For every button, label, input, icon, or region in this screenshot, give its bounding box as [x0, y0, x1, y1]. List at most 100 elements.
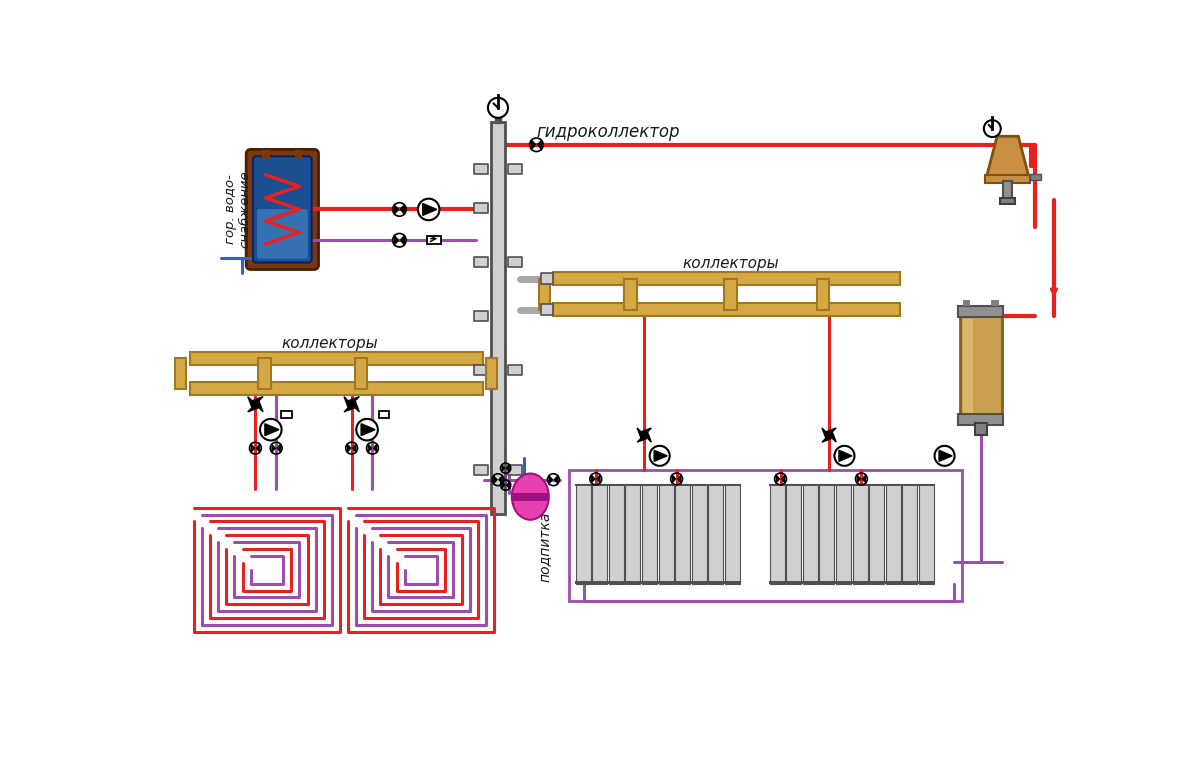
Bar [958, 414, 1003, 425]
Bar [769, 484, 785, 584]
Bar [258, 358, 271, 389]
Bar [553, 273, 900, 285]
Bar [508, 256, 522, 266]
Circle shape [935, 446, 954, 466]
Bar [803, 484, 818, 584]
Bar [190, 383, 482, 396]
Bar [991, 300, 998, 306]
Bar [491, 122, 505, 514]
Polygon shape [352, 401, 359, 412]
Polygon shape [394, 203, 404, 216]
Bar [541, 304, 553, 315]
Bar [642, 484, 656, 584]
Bar [427, 236, 440, 244]
Ellipse shape [512, 474, 548, 520]
Bar [1031, 173, 1042, 179]
Polygon shape [344, 397, 352, 407]
Polygon shape [502, 464, 510, 473]
Bar [553, 303, 900, 316]
Polygon shape [548, 474, 558, 485]
Text: коллекторы: коллекторы [282, 336, 378, 351]
Polygon shape [361, 424, 376, 436]
Circle shape [488, 98, 508, 118]
Bar [624, 279, 636, 310]
Bar [355, 358, 367, 389]
Polygon shape [252, 397, 263, 404]
Bar [190, 351, 482, 364]
Polygon shape [347, 443, 356, 454]
Bar [474, 256, 488, 266]
Bar [512, 493, 548, 500]
Bar [593, 484, 607, 584]
Bar [1003, 181, 1013, 199]
Bar [474, 310, 488, 320]
Polygon shape [775, 474, 786, 484]
Polygon shape [530, 139, 542, 151]
Polygon shape [493, 474, 503, 485]
Circle shape [253, 402, 257, 407]
Bar [985, 175, 1031, 183]
Bar [474, 364, 488, 374]
FancyBboxPatch shape [257, 209, 307, 259]
Polygon shape [348, 397, 359, 404]
Bar [820, 484, 834, 584]
Bar [958, 306, 1003, 317]
Circle shape [349, 402, 354, 407]
Bar [474, 165, 488, 174]
Circle shape [356, 419, 378, 440]
Polygon shape [256, 401, 263, 412]
Polygon shape [247, 397, 256, 407]
Bar [263, 150, 270, 159]
Bar [708, 484, 724, 584]
Bar [817, 279, 829, 310]
Polygon shape [940, 450, 952, 461]
Bar [691, 484, 707, 584]
Polygon shape [502, 480, 510, 490]
Bar [974, 424, 986, 435]
Bar [786, 484, 802, 584]
Circle shape [418, 199, 439, 220]
Polygon shape [251, 443, 260, 454]
Bar [725, 279, 737, 310]
Polygon shape [826, 428, 836, 435]
Bar [960, 316, 1002, 416]
Bar [474, 203, 488, 213]
Bar [769, 581, 935, 584]
FancyBboxPatch shape [253, 156, 312, 263]
Bar [769, 484, 935, 486]
Polygon shape [822, 428, 829, 438]
Bar [625, 484, 641, 584]
Text: гор. водо-
снабжение: гор. водо- снабжение [223, 171, 252, 248]
Bar [725, 484, 739, 584]
Polygon shape [344, 404, 355, 412]
Bar [175, 358, 186, 389]
Bar [962, 300, 971, 306]
Bar [575, 581, 740, 584]
Polygon shape [422, 203, 437, 216]
Bar [539, 279, 550, 310]
Bar [281, 411, 292, 417]
Circle shape [260, 419, 282, 440]
Bar [676, 484, 690, 584]
Bar [508, 464, 522, 474]
Polygon shape [654, 450, 667, 461]
Bar [659, 484, 673, 584]
Bar [852, 484, 868, 584]
Polygon shape [641, 428, 652, 435]
Polygon shape [271, 443, 281, 454]
Circle shape [649, 446, 670, 466]
Circle shape [827, 433, 830, 437]
Circle shape [642, 433, 646, 437]
Bar [541, 273, 553, 284]
Bar [836, 484, 851, 584]
Text: подпитка: подпитка [538, 511, 551, 582]
Polygon shape [822, 435, 833, 442]
Bar [576, 484, 590, 584]
Bar [608, 484, 624, 584]
Circle shape [834, 446, 854, 466]
Bar [486, 358, 497, 389]
Bar [869, 484, 884, 584]
Bar [295, 150, 302, 159]
Circle shape [984, 120, 1001, 137]
Bar [1000, 198, 1015, 204]
